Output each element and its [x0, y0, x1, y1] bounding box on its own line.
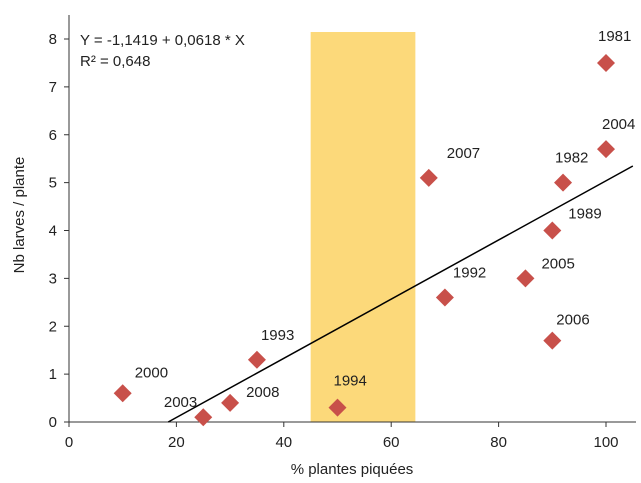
data-point-2006 — [543, 331, 562, 350]
y-tick-label: 0 — [49, 414, 57, 431]
regression-r2: R² = 0,648 — [80, 53, 150, 70]
point-label-1981: 1981 — [598, 28, 631, 45]
x-tick-label: 80 — [490, 434, 507, 451]
point-label-1993: 1993 — [261, 327, 294, 344]
regression-equation: Y = -1,1419 + 0,0618 * X — [80, 32, 245, 49]
regression-line — [167, 165, 634, 423]
point-label-2003: 2003 — [164, 394, 197, 411]
highlight-band — [310, 32, 416, 422]
y-tick-label: 7 — [49, 79, 57, 96]
data-point-2005 — [516, 269, 535, 288]
data-point-2004 — [597, 140, 615, 159]
x-tick-label: 20 — [168, 434, 185, 451]
point-label-1994: 1994 — [334, 373, 367, 390]
point-label-2006: 2006 — [556, 312, 589, 329]
data-point-1992 — [435, 288, 454, 307]
point-label-2007: 2007 — [447, 145, 480, 162]
point-label-1989: 1989 — [568, 206, 601, 223]
y-tick-label: 6 — [49, 127, 57, 144]
data-point-1981 — [597, 53, 615, 72]
y-tick-label: 5 — [49, 175, 57, 192]
data-point-2007 — [419, 168, 438, 187]
data-point-1989 — [543, 221, 562, 240]
point-label-2008: 2008 — [246, 384, 279, 401]
y-tick-label: 8 — [49, 31, 57, 48]
y-tick-label: 1 — [49, 366, 57, 383]
x-tick-label: 40 — [275, 434, 292, 451]
data-point-2003 — [194, 408, 213, 427]
x-tick-label: 0 — [65, 434, 73, 451]
point-label-2000: 2000 — [135, 364, 168, 381]
y-tick-label: 3 — [49, 270, 57, 287]
point-label-1992: 1992 — [453, 265, 486, 282]
data-point-2000 — [113, 384, 132, 403]
x-tick-label: 60 — [383, 434, 400, 451]
point-label-2004: 2004 — [602, 116, 635, 133]
y-tick-label: 2 — [49, 318, 57, 335]
y-tick-label: 4 — [49, 223, 57, 240]
x-tick-label: 100 — [593, 434, 618, 451]
x-axis-title: % plantes piquées — [291, 461, 414, 478]
point-label-2005: 2005 — [541, 255, 574, 272]
data-point-1982 — [554, 173, 573, 192]
data-point-1994 — [328, 398, 347, 417]
data-point-2008 — [221, 393, 240, 412]
point-label-1982: 1982 — [555, 150, 588, 167]
data-point-1993 — [247, 350, 266, 369]
y-axis-title: Nb larves / plante — [11, 157, 28, 274]
